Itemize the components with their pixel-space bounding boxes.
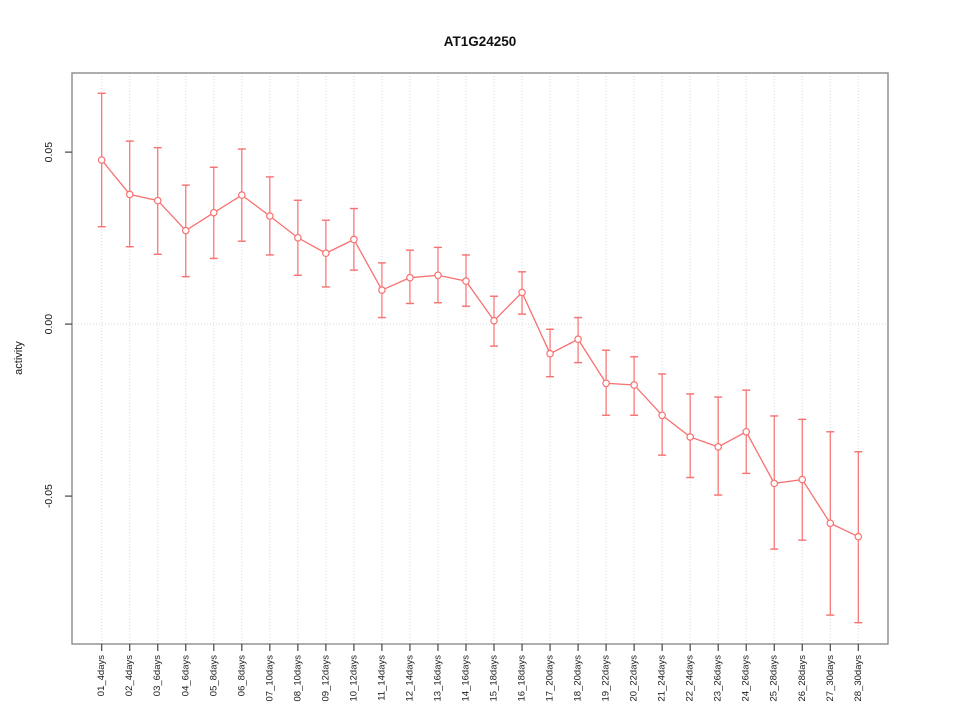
x-tick-label: 17_20days	[545, 655, 556, 702]
data-point-marker	[322, 249, 330, 258]
x-tick-label: 24_26days	[741, 655, 752, 702]
data-point-marker	[462, 277, 470, 285]
x-tick-label: 26_28days	[797, 655, 808, 702]
data-point-marker	[209, 208, 218, 217]
plot-area: 0.05 0.00 -0.05 01_4days 02_4days 03_6days 04_…	[43, 72, 889, 702]
data-point-marker	[798, 475, 807, 484]
y-tick-label: 0.05	[43, 142, 55, 163]
x-tick-label: 15_18days	[489, 655, 500, 702]
data-point-marker	[658, 411, 666, 420]
x-tick-label: 12_14days	[404, 655, 415, 702]
data-point-marker	[266, 212, 274, 220]
x-tick-label: 23_26days	[713, 655, 724, 702]
data-point-marker	[294, 233, 302, 242]
x-tick-label: 09_12days	[320, 655, 331, 702]
x-tick-label: 14_16days	[460, 655, 471, 702]
data-point-marker	[602, 379, 610, 388]
data-point-marker	[686, 433, 694, 441]
y-tick-label: -0.05	[43, 484, 55, 508]
x-tick-label: 27_30days	[825, 655, 836, 702]
y-tick-label: 0.00	[43, 314, 55, 335]
x-tick-label: 18_20days	[573, 655, 584, 702]
x-tick-label: 28_30days	[853, 655, 864, 702]
x-tick-label: 16_18days	[517, 655, 528, 702]
chart-title: AT1G24250	[444, 34, 517, 49]
x-tick-label: 13_16days	[432, 655, 443, 702]
data-point-marker	[238, 191, 246, 199]
data-point-marker	[406, 273, 414, 282]
x-tick-label: 01_4days	[96, 655, 107, 696]
data-point-marker	[181, 226, 190, 235]
x-tick-label: 05_8days	[208, 655, 219, 696]
x-tick-label: 21_24days	[657, 655, 668, 702]
data-point-marker	[574, 335, 582, 344]
x-tick-label: 08_10days	[292, 655, 303, 702]
x-tick-label: 19_22days	[601, 655, 612, 702]
x-tick-label: 11_14days	[376, 655, 387, 701]
y-axis-label: activity	[13, 341, 25, 375]
data-point-marker	[378, 286, 386, 294]
data-point-marker	[770, 479, 779, 488]
x-tick-label: 07_10days	[264, 655, 275, 702]
data-point-marker	[350, 235, 358, 244]
data-point-marker	[714, 443, 722, 451]
data-point-marker	[742, 427, 751, 436]
data-point-marker	[546, 349, 554, 358]
data-point-marker	[153, 196, 162, 205]
x-tick-label: 06_8days	[236, 655, 247, 696]
x-tick-label: 02_4days	[124, 655, 135, 696]
data-point-marker	[826, 519, 835, 528]
data-point-marker	[518, 288, 526, 297]
plot-frame	[71, 72, 889, 645]
x-tick-label: 25_28days	[769, 655, 780, 702]
data-point-marker	[125, 190, 134, 199]
data-point-marker	[434, 271, 442, 280]
x-tick-label: 20_22days	[629, 655, 640, 702]
data-point-marker	[854, 532, 863, 541]
data-point-marker	[630, 381, 638, 389]
series-line	[101, 159, 859, 538]
x-tick-label: 03_6days	[152, 655, 163, 696]
data-point-marker	[97, 156, 106, 164]
data-point-marker	[490, 316, 498, 325]
x-tick-label: 10_12days	[348, 655, 359, 702]
x-tick-label: 04_6days	[180, 655, 191, 696]
x-tick-label: 22_24days	[685, 655, 696, 702]
